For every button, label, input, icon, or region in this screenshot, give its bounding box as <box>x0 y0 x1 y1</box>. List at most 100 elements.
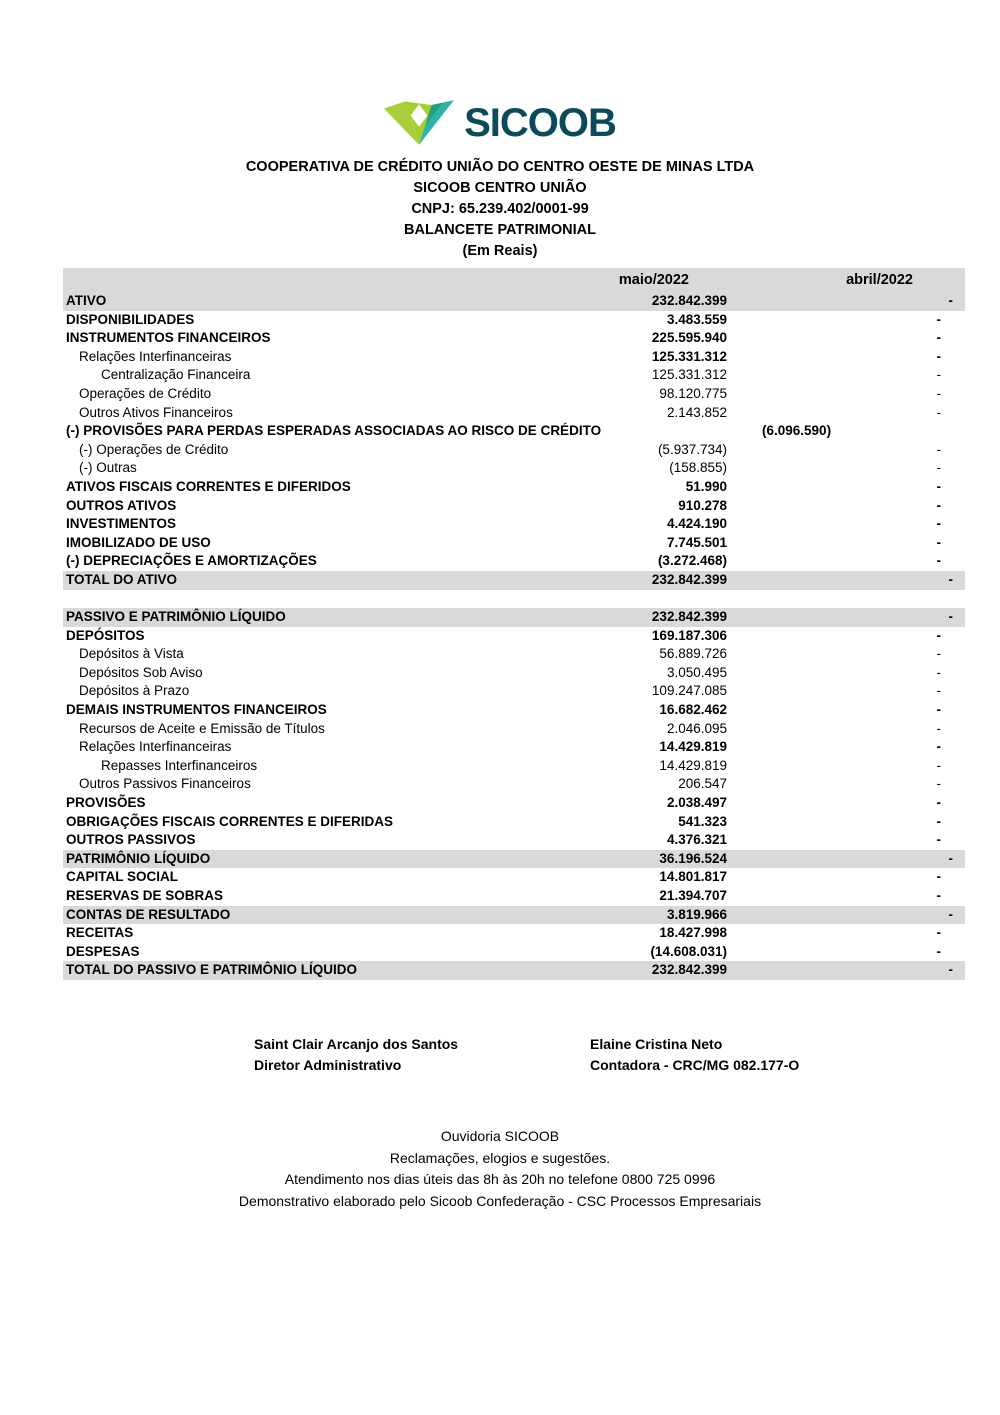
footer-line: Atendimento nos dias úteis das 8h às 20h… <box>284 1171 716 1187</box>
footer-line: Demonstrativo elaborado pelo Sicoob Conf… <box>238 1192 762 1209</box>
value-current: 232.842.399 <box>651 609 727 625</box>
table-row: Depósitos Sob Aviso 3.050.495 - <box>63 664 965 683</box>
table-row: Outros Ativos Financeiros 2.143.852 - <box>63 404 965 423</box>
value-current: 232.842.399 <box>651 293 727 308</box>
row-label: Depósitos à Prazo <box>79 683 190 699</box>
value-current: (14.608.031) <box>650 943 727 959</box>
value-current: 109.247.085 <box>651 683 727 699</box>
value-current: 14.801.817 <box>659 869 727 885</box>
value-previous: - <box>936 330 942 346</box>
value-current: 51.990 <box>685 478 727 494</box>
value-previous: - <box>936 348 942 364</box>
value-previous: - <box>936 869 942 885</box>
signature-right: Elaine Cristina Neto Contadora - CRC/MG … <box>590 1034 799 1076</box>
value-current: 4.424.190 <box>666 516 727 532</box>
row-label: (-) PROVISÕES PARA PERDAS ESPERADAS ASSO… <box>66 423 602 439</box>
row-label: CAPITAL SOCIAL <box>66 869 179 885</box>
row-label: IMOBILIZADO DE USO <box>66 534 211 550</box>
table-row: CAPITAL SOCIAL 14.801.817 - <box>63 868 965 887</box>
value-previous: - <box>936 683 942 699</box>
table-row: Centralização Financeira 125.331.312 - <box>63 366 965 385</box>
table-row: RECEITAS 18.427.998 - <box>63 924 965 943</box>
value-previous: - <box>948 293 954 308</box>
report-title: BALANCETE PATRIMONIAL <box>404 222 596 238</box>
value-current: 36.196.524 <box>659 850 727 866</box>
table-row: Operações de Crédito 98.120.775 - <box>63 385 965 404</box>
row-label: INVESTIMENTOS <box>66 516 177 532</box>
table-row: Depósitos à Vista 56.889.726 - <box>63 645 965 664</box>
value-current: 16.682.462 <box>659 702 727 718</box>
row-label: RECEITAS <box>66 925 134 941</box>
value-previous: - <box>936 776 942 792</box>
table-row: TOTAL DO ATIVO 232.842.399 - <box>63 570 965 590</box>
value-current: 232.842.399 <box>651 571 727 587</box>
table-row: ATIVOS FISCAIS CORRENTES E DIFERIDOS 51.9… <box>63 478 965 497</box>
table-row: (-) Operações de Crédito (5.937.734) - <box>63 441 965 460</box>
table-row: Recursos de Aceite e Emissão de Títulos 2… <box>63 720 965 739</box>
value-current: 2.038.497 <box>666 795 727 811</box>
row-label: TOTAL DO PASSIVO E PATRIMÔNIO LÍQUIDO <box>66 962 358 978</box>
table-row: INSTRUMENTOS FINANCEIROS 225.595.940 - <box>63 329 965 348</box>
value-current: (5.937.734) <box>657 441 727 457</box>
table-row: OUTROS ATIVOS 910.278 - <box>63 497 965 516</box>
table-row: (-) Outras (158.855) - <box>63 459 965 478</box>
row-label: DEMAIS INSTRUMENTOS FINANCEIROS <box>66 702 327 718</box>
table-row: (-) DEPRECIAÇÕES E AMORTIZAÇÕES (3.272.46… <box>63 552 965 571</box>
row-label: RESERVAS DE SOBRAS <box>66 888 224 903</box>
value-current: 3.483.559 <box>666 311 727 327</box>
footer-line: Ouvidoria SICOOB <box>440 1128 560 1144</box>
row-label: ATIVOS FISCAIS CORRENTES E DIFERIDOS <box>66 478 351 494</box>
value-previous: - <box>936 888 942 903</box>
value-current: (3.272.468) <box>657 553 727 569</box>
value-previous: - <box>936 943 942 959</box>
row-label: Depósitos Sob Aviso <box>79 664 203 680</box>
table-row: IMOBILIZADO DE USO 7.745.501 - <box>63 534 965 553</box>
value-current: 125.331.312 <box>651 367 727 383</box>
value-previous: - <box>948 962 954 978</box>
sicoob-logo: SICOOB <box>0 100 1000 145</box>
value-previous: - <box>936 311 942 327</box>
row-label: DESPESAS <box>66 943 140 959</box>
signer-name: Saint Clair Arcanjo dos Santos <box>254 1036 459 1052</box>
value-previous: - <box>936 646 942 662</box>
value-previous: - <box>948 571 954 587</box>
table-header-row: maio/2022 abril/2022 <box>63 268 965 292</box>
value-previous: - <box>936 553 942 569</box>
row-label: PROVISÕES <box>66 795 146 811</box>
table-row: PATRIMÔNIO LÍQUIDO 36.196.524 - <box>63 849 965 869</box>
row-label: OUTROS PASSIVOS <box>66 832 196 848</box>
document-header: COOPERATIVA DE CRÉDITO UNIÃO DO CENTRO O… <box>0 157 1000 262</box>
value-current: 169.187.306 <box>651 627 727 643</box>
value-previous: - <box>936 534 942 550</box>
row-label: INSTRUMENTOS FINANCEIROS <box>66 330 271 346</box>
row-label: DISPONIBILIDADES <box>66 311 195 327</box>
row-label: (-) Operações de Crédito <box>79 441 229 457</box>
table-row: INVESTIMENTOS 4.424.190 - <box>63 515 965 534</box>
table-row: Repasses Interfinanceiros 14.429.819 - <box>63 757 965 776</box>
row-label: DEPÓSITOS <box>66 627 145 643</box>
value-previous: - <box>936 404 942 420</box>
value-current: 7.745.501 <box>666 534 727 550</box>
value-previous: - <box>936 757 942 773</box>
value-previous: - <box>936 813 942 829</box>
value-current: 125.331.312 <box>651 348 727 364</box>
value-current: 21.394.707 <box>659 888 727 903</box>
table-row: ATIVO 232.842.399 - <box>63 292 965 311</box>
value-current: 225.595.940 <box>651 330 727 346</box>
row-label: Depósitos à Vista <box>79 646 184 662</box>
table-row: DEPÓSITOS 169.187.306 - <box>63 627 965 646</box>
value-current: 18.427.998 <box>659 925 727 941</box>
signer-role: Contadora - CRC/MG 082.177-O <box>590 1057 800 1073</box>
row-label: (-) Outras <box>79 460 137 476</box>
value-previous: - <box>936 664 942 680</box>
balance-table: maio/2022 abril/2022 ATIVO 232.842.399- DI… <box>63 268 965 980</box>
value-previous: - <box>936 478 942 494</box>
row-label: Outros Passivos Financeiros <box>79 776 251 792</box>
sicoob-wordmark: SICOOB <box>464 100 617 145</box>
row-label: ATIVO <box>66 293 107 308</box>
table-row: PROVISÕES 2.038.497 - <box>63 794 965 813</box>
value-previous: - <box>936 832 942 848</box>
signer-role: Diretor Administrativo <box>254 1057 402 1073</box>
table-row: DISPONIBILIDADES 3.483.559 - <box>63 311 965 330</box>
value-current: 3.819.966 <box>666 906 727 922</box>
